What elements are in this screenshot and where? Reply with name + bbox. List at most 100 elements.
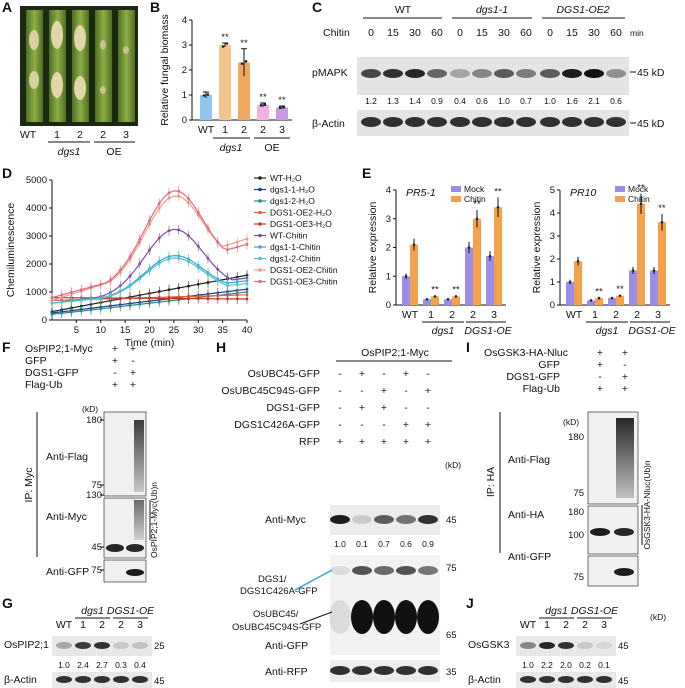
c-quant-value: 0.7	[520, 96, 532, 106]
h-sign: +	[403, 419, 409, 431]
h-quant-value: 0.9	[422, 539, 434, 549]
c-actin-band	[584, 117, 604, 127]
h-row-rfp: Anti-RFP	[265, 666, 308, 678]
c-pmapk-band	[584, 69, 604, 78]
d-x-axis-label: Time (min)	[125, 337, 175, 349]
e-legend-chitin-swatch	[451, 196, 461, 202]
d-x-tick-label: 25	[169, 325, 180, 336]
f-sign: +	[112, 379, 118, 391]
i-mw-label: 75	[573, 488, 584, 499]
f-side-label: OsPIP2;1-Myc(Ub)n	[149, 482, 159, 558]
e-point	[597, 296, 601, 300]
i-sign: -	[598, 371, 602, 383]
c-quant-value: 0.6	[476, 96, 488, 106]
h-condition-label: OsUBC45-GFP	[248, 368, 320, 380]
e-group-oe: DGS1-OE	[464, 325, 512, 337]
f-myc-band	[106, 544, 124, 552]
b-y-tick-label: 3	[182, 40, 187, 51]
f-sign: +	[112, 355, 118, 367]
i-sign: +	[597, 347, 603, 359]
c-actin-band	[450, 117, 470, 127]
panel-label-a: A	[2, 0, 12, 15]
c-row-actin: β-Actin	[312, 118, 345, 130]
small-target-band	[75, 642, 91, 649]
b-point	[225, 42, 229, 45]
small-target-band	[577, 642, 593, 649]
h-sign: -	[360, 419, 364, 431]
f-sign: -	[113, 367, 117, 379]
d-x-tick-label: 10	[95, 325, 106, 336]
h-sign: -	[338, 402, 342, 414]
f-mw-label: 180	[86, 415, 102, 426]
c-group-wt: WT	[395, 4, 412, 16]
d-point	[196, 266, 200, 270]
d-point	[79, 298, 83, 302]
c-actin-band	[494, 117, 514, 127]
b-point	[202, 94, 206, 97]
small-actin-band	[539, 676, 555, 683]
e-bar	[650, 270, 658, 305]
f-row-gfp: Anti-GFP	[46, 566, 89, 578]
e-bar	[637, 203, 645, 305]
d-point	[167, 288, 171, 292]
small-actin-band	[56, 676, 72, 683]
b-y-axis-label: Relative fungal biomass	[159, 14, 171, 125]
e-x-tick-label: 3	[655, 309, 661, 321]
e-bar	[410, 244, 418, 305]
d-point	[206, 273, 210, 277]
c-actin-band	[516, 117, 536, 127]
e-bar	[402, 276, 410, 305]
c-actin-band	[606, 117, 626, 127]
d-point	[187, 234, 190, 238]
i-sign: +	[622, 347, 628, 359]
small-actin-band	[132, 676, 148, 683]
small-lane-label: WT	[56, 619, 73, 631]
d-point	[89, 297, 93, 301]
e-bar	[574, 261, 582, 305]
f-sign: +	[130, 367, 136, 379]
d-point	[109, 306, 112, 310]
d-legend-label: WT-Chitin	[270, 231, 308, 241]
e-bar	[423, 299, 431, 305]
small-lane-label: 2	[582, 619, 588, 631]
c-pmapk-band	[383, 69, 403, 78]
d-point	[128, 296, 132, 300]
e-sig-label: **	[595, 286, 603, 297]
d-point	[118, 284, 122, 288]
e-legend-mock: Mock	[464, 184, 485, 194]
b-point	[240, 62, 244, 65]
e-bar	[587, 300, 595, 305]
e-sig-label: **	[473, 199, 481, 210]
c-time-label: 0	[368, 27, 374, 39]
e-sig-label: **	[431, 285, 439, 296]
e-y-tick-label: 0	[386, 300, 391, 311]
b-x-tick-label: 3	[279, 124, 285, 136]
d-point	[187, 297, 190, 300]
c-time-label: 15	[387, 27, 399, 39]
f-kd-label: (kD)	[82, 404, 98, 414]
e-y-tick-label: 1	[550, 277, 555, 288]
e-point	[446, 297, 450, 301]
h-rfp-band	[352, 666, 372, 675]
d-point	[235, 283, 239, 286]
panel-label-e: E	[362, 165, 371, 181]
b-y-tick-label: 2	[182, 65, 187, 76]
e-title: PR10	[570, 187, 596, 199]
e-sig-label: **	[658, 203, 666, 214]
d-point	[177, 256, 181, 260]
leaf-label-wt: WT	[20, 129, 37, 141]
d-point	[226, 276, 229, 279]
d-point	[245, 237, 249, 241]
d-point	[196, 282, 200, 286]
e-sig-label: **	[452, 285, 460, 296]
d-point	[167, 196, 171, 200]
d-point	[177, 189, 181, 193]
panel-label-d: D	[2, 165, 12, 181]
c-mw-2: 45 kD	[637, 118, 665, 130]
leaf-label-1: 1	[54, 129, 60, 141]
e-point	[618, 294, 622, 298]
d-y-tick-label: 1000	[26, 287, 47, 298]
c-pmapk-band	[405, 69, 425, 78]
d-legend-marker	[258, 176, 262, 180]
c-actin-band	[405, 117, 425, 127]
